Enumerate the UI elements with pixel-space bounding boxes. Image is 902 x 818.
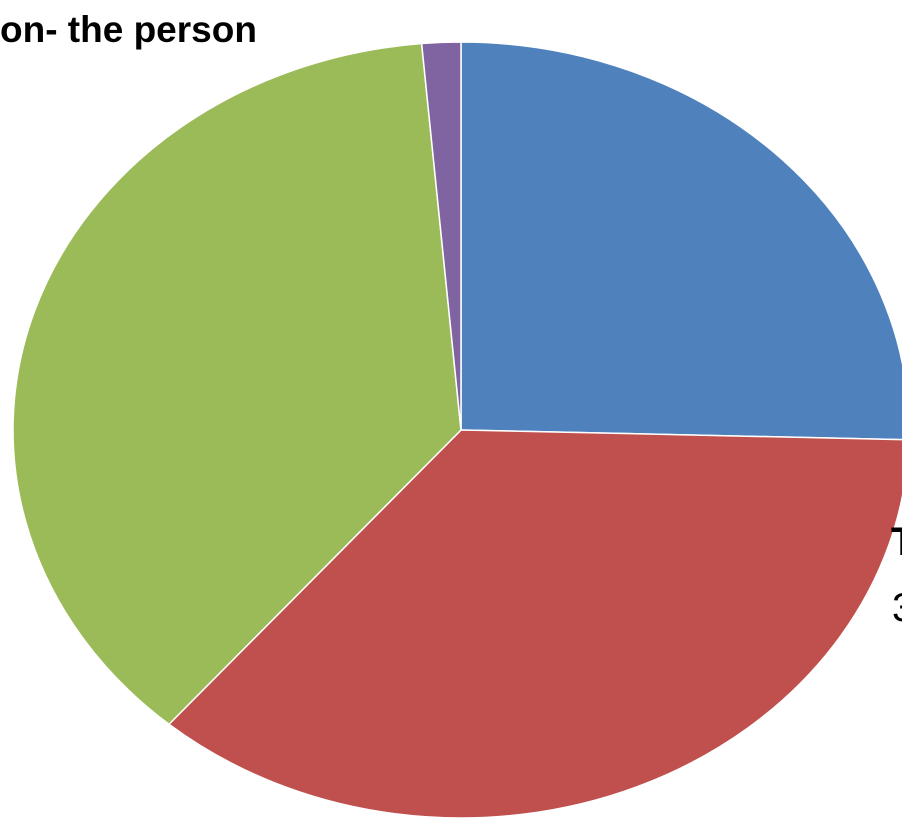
cropped-label-fragment: T (891, 522, 902, 562)
cropped-label-fragment: 3 (892, 588, 902, 628)
pie-slice-2 (167, 429, 902, 818)
pie-slices (12, 41, 902, 818)
pie-slice-1 (460, 41, 902, 441)
pie-slice-4 (420, 41, 462, 431)
chart-title: on- the person (0, 9, 257, 50)
pie-slice-3 (12, 42, 462, 726)
